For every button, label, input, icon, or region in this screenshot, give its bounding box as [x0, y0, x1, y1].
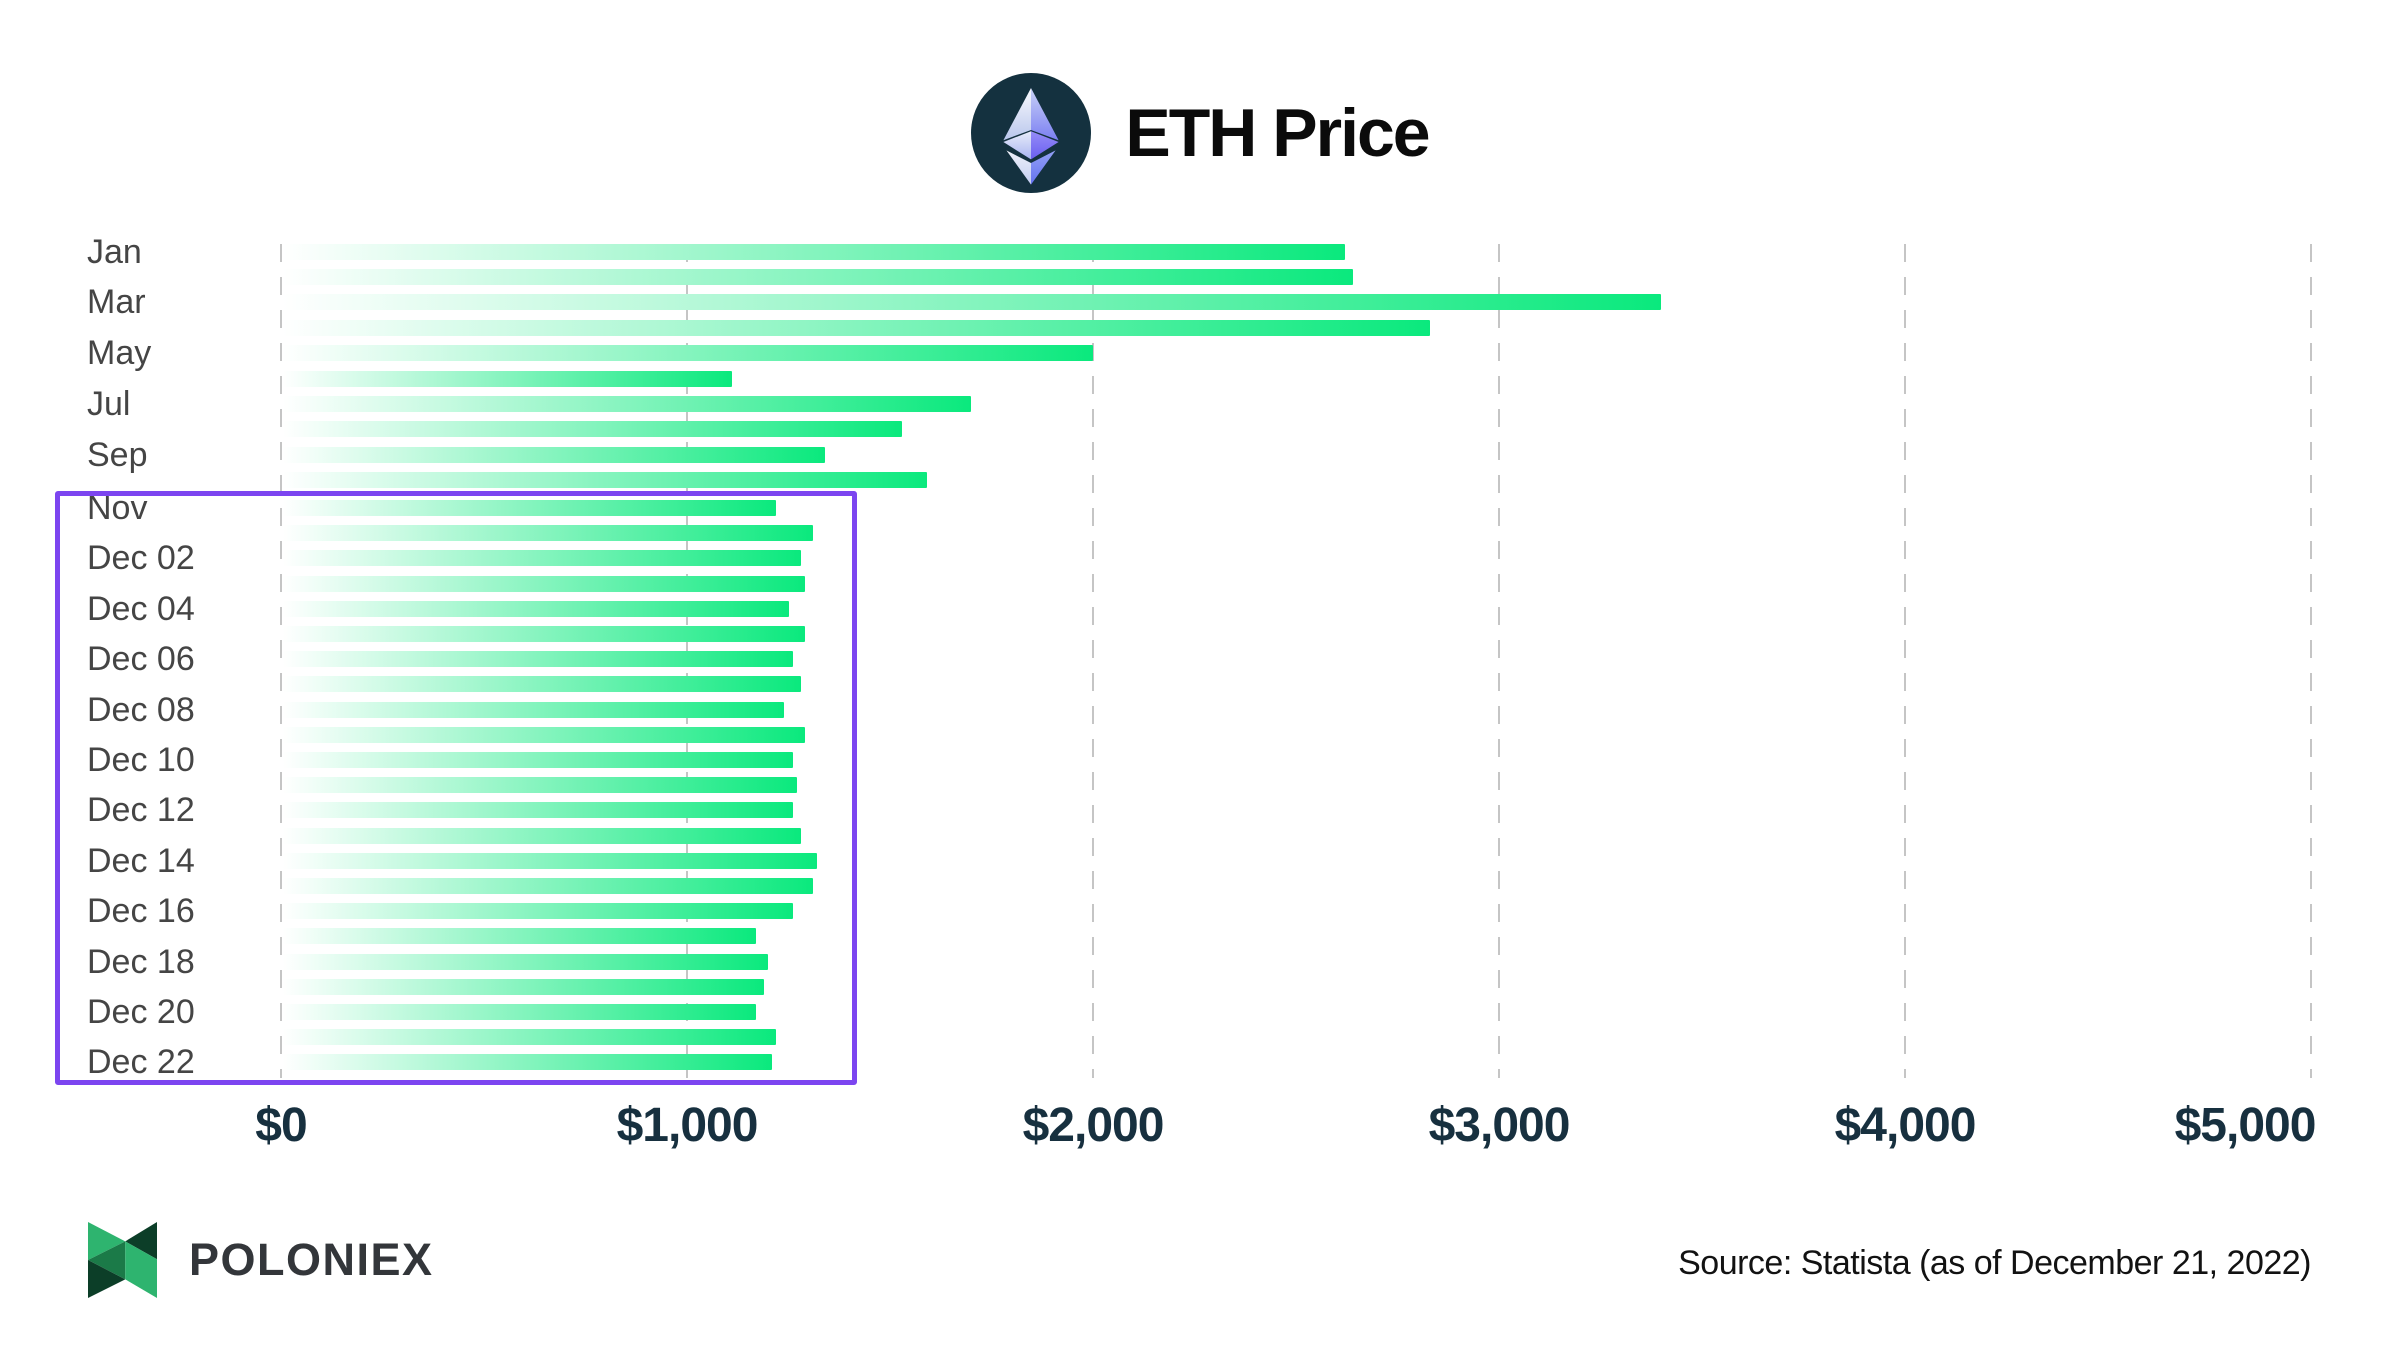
row-label-dec-08: Dec 08 — [87, 690, 195, 729]
bar-dec-05 — [283, 626, 805, 642]
row-label-dec-20: Dec 20 — [87, 993, 195, 1031]
row-label-dec-02: Dec 02 — [87, 539, 195, 578]
row-label-dec-04: Dec 04 — [87, 589, 195, 628]
bar-jun — [283, 370, 732, 387]
eth-logo-icon — [971, 73, 1092, 193]
brand-wordmark: POLONIEX — [189, 1234, 434, 1285]
row-label-dec-14: Dec 14 — [87, 841, 195, 880]
bar-dec-06 — [283, 651, 793, 668]
row-label-may: May — [87, 334, 152, 373]
row-label-mar: Mar — [87, 283, 146, 322]
bar-oct — [283, 472, 927, 489]
highlight-box — [55, 491, 857, 1085]
row-label-dec-16: Dec 16 — [87, 892, 195, 931]
bar-dec-12 — [283, 802, 793, 819]
bar-nov — [283, 500, 776, 516]
gridline-5000 — [2310, 244, 2312, 1078]
x-tick-3000: $3,000 — [1428, 1099, 1571, 1152]
gridline-3000 — [1498, 244, 1500, 1078]
gridline-0 — [280, 244, 282, 1078]
row-label-dec-06: Dec 06 — [87, 640, 195, 679]
bar-dec-16 — [283, 903, 793, 920]
bar-dec-01 — [283, 525, 813, 542]
source-note: Source: Statista (as of December 21, 202… — [1678, 1244, 2311, 1282]
bar-dec-10 — [283, 752, 793, 768]
row-label-dec-22: Dec 22 — [87, 1043, 195, 1082]
brand-lockup: POLONIEX — [88, 1222, 434, 1298]
x-tick-0: $0 — [255, 1099, 307, 1152]
poloniex-logo-icon — [88, 1222, 157, 1298]
x-tick-1000: $1,000 — [616, 1099, 759, 1152]
bar-may — [283, 345, 1093, 362]
row-label-jul: Jul — [87, 384, 131, 423]
bar-feb — [283, 268, 1353, 285]
row-label-dec-10: Dec 10 — [87, 741, 195, 779]
bar-aug — [283, 421, 902, 438]
bar-dec-11 — [283, 777, 797, 794]
bar-dec-14 — [283, 852, 817, 869]
bar-dec-02 — [283, 550, 801, 567]
row-label-jan: Jan — [87, 232, 142, 271]
bar-dec-15 — [283, 878, 813, 894]
bar-dec-08 — [283, 701, 784, 718]
bar-dec-19 — [283, 978, 764, 995]
bar-dec-07 — [283, 676, 801, 693]
bar-dec-09 — [283, 726, 805, 743]
x-tick-5000: $5,000 — [2174, 1099, 2317, 1152]
chart-title: ETH Price — [1125, 95, 1430, 171]
row-label-dec-12: Dec 12 — [87, 791, 195, 830]
bar-dec-22 — [283, 1054, 772, 1071]
bar-dec-18 — [283, 953, 768, 970]
bar-jan — [283, 243, 1345, 260]
bar-jul — [283, 395, 971, 412]
row-label-dec-18: Dec 18 — [87, 942, 195, 981]
bar-dec-04 — [283, 600, 789, 617]
bar-mar — [283, 294, 1661, 311]
bar-dec-21 — [283, 1029, 776, 1046]
row-label-sep: Sep — [87, 435, 148, 474]
x-tick-4000: $4,000 — [1834, 1099, 1977, 1152]
gridline-4000 — [1904, 244, 1906, 1078]
bar-apr — [283, 319, 1430, 336]
bar-dec-13 — [283, 827, 801, 844]
bar-dec-03 — [283, 575, 805, 592]
bar-dec-17 — [283, 928, 756, 945]
bar-sep — [283, 446, 825, 463]
chart-header: ETH Price — [0, 72, 2400, 194]
bar-dec-20 — [283, 1004, 756, 1020]
gridline-2000 — [1092, 244, 1094, 1078]
x-tick-2000: $2,000 — [1022, 1099, 1165, 1152]
